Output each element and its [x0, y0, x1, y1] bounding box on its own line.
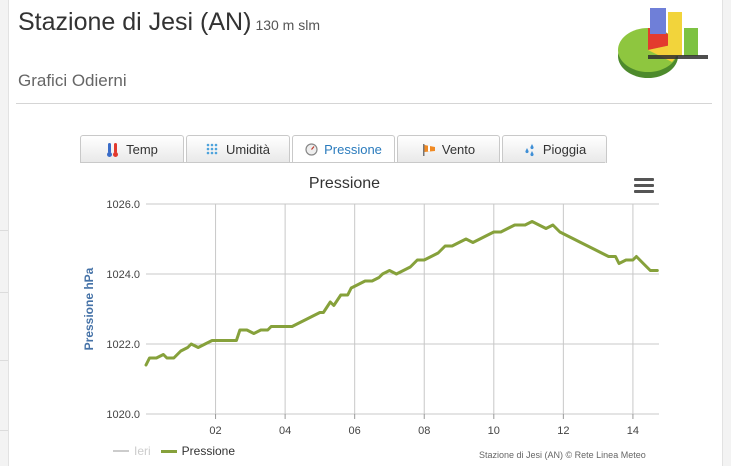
tab-label: Pressione: [324, 142, 382, 157]
tab-label: Umidità: [225, 142, 271, 157]
tab-label: Vento: [441, 142, 476, 157]
legend-swatch-ieri: [113, 450, 129, 452]
rail-divider: [0, 230, 8, 231]
x-tick-label: 02: [209, 425, 221, 437]
y-tick-label: 1020.0: [106, 409, 140, 421]
tab-umidita[interactable]: Umidità: [186, 135, 290, 163]
chart-tabs: Temp Umidità Pressione Vento Pioggia: [80, 135, 609, 163]
charts-logo-icon: [618, 8, 708, 78]
rail-divider: [0, 360, 8, 361]
x-tick-label: 08: [418, 425, 430, 437]
tab-pressione[interactable]: Pressione: [292, 135, 395, 163]
section-subtitle: Grafici Odierni: [18, 71, 127, 90]
x-tick-label: 06: [349, 425, 361, 437]
barometer-icon: [305, 143, 318, 156]
humidity-icon: [206, 143, 218, 154]
tabs-baseline: [80, 162, 605, 163]
tab-label: Pioggia: [542, 142, 587, 157]
tab-label: Temp: [126, 142, 158, 157]
chart-title: Pressione: [308, 175, 381, 192]
chart-menu-icon[interactable]: [634, 178, 654, 194]
x-tick-label: 04: [279, 425, 291, 437]
legend-item-pressione[interactable]: Pressione: [160, 444, 236, 458]
legend-swatch-pressione: [160, 449, 177, 453]
right-scroll-rail: [722, 0, 731, 466]
x-tick-label: 12: [557, 425, 569, 437]
legend-item-ieri[interactable]: Ieri: [113, 444, 151, 458]
tab-pioggia[interactable]: Pioggia: [502, 135, 607, 163]
rail-divider: [0, 430, 8, 431]
tab-vento[interactable]: Vento: [397, 135, 500, 163]
chart-legend: Ieri Pressione: [113, 444, 245, 458]
rain-icon: [525, 143, 534, 156]
page-header: Stazione di Jesi (AN) 130 m slm: [18, 8, 320, 37]
header-divider: [16, 103, 712, 104]
y-tick-label: 1024.0: [106, 269, 140, 281]
left-scroll-rail: [0, 0, 9, 466]
thermometer-icon: [107, 142, 119, 157]
rail-divider: [0, 292, 8, 293]
tab-temp[interactable]: Temp: [80, 135, 184, 163]
chart-credits[interactable]: Stazione di Jesi (AN) © Rete Linea Meteo: [479, 450, 646, 460]
series-line-pressione: [144, 220, 659, 367]
windsock-icon: [422, 143, 435, 156]
y-tick-label: 1022.0: [106, 339, 140, 351]
x-tick-label: 10: [488, 425, 500, 437]
station-altitude: 130 m slm: [255, 17, 321, 33]
y-tick-label: 1026.0: [106, 199, 140, 211]
x-tick-label: 14: [627, 425, 639, 437]
station-title: Stazione di Jesi (AN): [18, 8, 252, 36]
legend-label-pressione: Pressione: [181, 444, 236, 458]
y-axis-title: Pressione hPa: [82, 267, 96, 350]
legend-label-ieri: Ieri: [134, 444, 151, 458]
